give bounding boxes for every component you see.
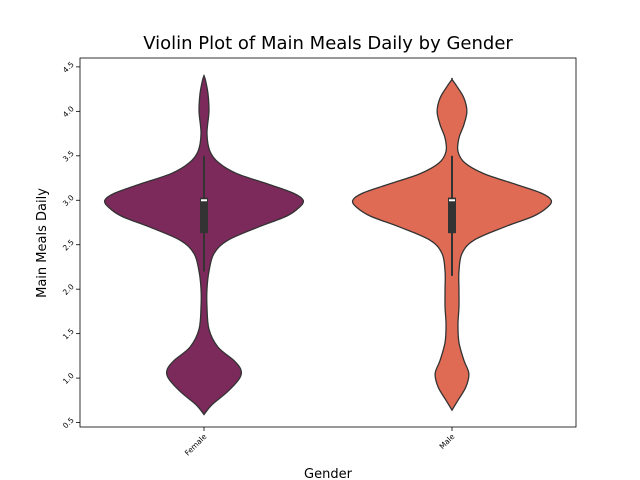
y-tick-label: 0.5 [61, 415, 76, 430]
y-tick-label: 1.5 [61, 326, 76, 341]
x-axis-label: Gender [304, 467, 353, 480]
x-axis-ticks: Female Male [183, 427, 457, 458]
plot-frame [79, 57, 577, 428]
y-tick-label: 2.5 [61, 238, 76, 253]
y-tick-label: 3.0 [61, 193, 76, 208]
x-tick-label: Female [183, 432, 209, 458]
y-axis-label: Main Meals Daily [35, 188, 50, 298]
x-tick-label: Male [437, 432, 456, 451]
iqr-box-female [200, 197, 208, 234]
y-tick-label: 4.5 [61, 60, 76, 75]
y-tick-label: 4.0 [61, 104, 76, 119]
y-tick-label: 2.0 [61, 282, 76, 297]
chart-title: Violin Plot of Main Meals Daily by Gende… [143, 33, 513, 54]
y-tick-label: 3.5 [61, 149, 76, 164]
iqr-box-male [448, 197, 456, 234]
y-tick-label: 1.0 [61, 371, 76, 386]
violins-group [103, 74, 553, 416]
y-axis-ticks: 0.5 1.0 1.5 2.0 2.5 3.0 3.5 4.0 4.5 [61, 60, 80, 430]
